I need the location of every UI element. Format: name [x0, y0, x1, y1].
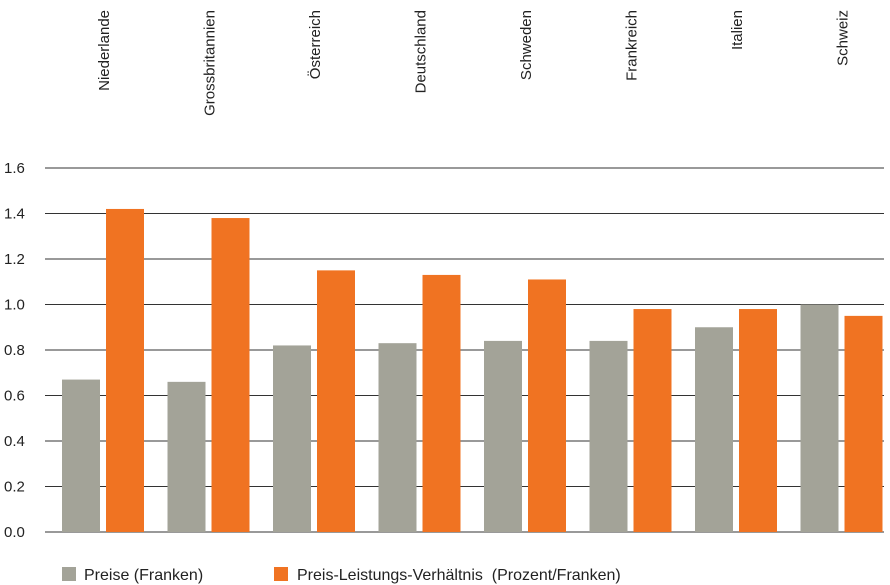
bar-preise-schweden: [484, 340, 522, 532]
category-label: Schweden: [518, 10, 535, 80]
y-tick-label: 1.2: [4, 251, 25, 268]
bar-preis-leistung-deutschland: [422, 274, 461, 532]
category-label: Frankreich: [624, 10, 641, 81]
bar-preise-deutschland: [378, 343, 417, 532]
category-label: Italien: [729, 10, 746, 50]
bar-preise-österreich: [273, 345, 311, 532]
y-tick-label: 1.0: [4, 297, 25, 314]
category-label: Schweiz: [835, 10, 852, 66]
bar-preis-leistung-grossbritannien: [211, 218, 250, 533]
bar-preis-leistung-österreich: [317, 270, 355, 532]
bar-preise-frankreich: [589, 340, 628, 532]
bars: [62, 208, 883, 533]
bar-preise-niederlande: [62, 379, 100, 532]
bar-preis-leistung-schweiz: [844, 315, 883, 532]
y-tick-label: 1.6: [4, 160, 25, 177]
legend-swatch-preis-leistung: [274, 567, 288, 581]
bar-preise-italien: [695, 327, 733, 532]
bar-preise-grossbritannien: [167, 381, 206, 532]
bar-preis-leistung-italien: [739, 309, 777, 532]
bar-preis-leistung-frankreich: [633, 309, 672, 532]
category-label: Österreich: [306, 10, 324, 79]
legend-label-preise: Preise (Franken): [84, 567, 203, 584]
y-tick-label: 0.8: [4, 342, 25, 359]
y-tick-label: 0.2: [4, 479, 25, 496]
category-label: Deutschland: [413, 10, 430, 93]
y-tick-label: 1.4: [4, 206, 25, 223]
y-tick-label: 0.4: [4, 433, 25, 450]
legend: Preise (Franken) Preis-Leistungs-Verhält…: [62, 567, 621, 584]
category-label: Grossbritannien: [202, 10, 219, 116]
category-label: Niederlande: [96, 10, 113, 91]
y-tick-label: 0.6: [4, 388, 25, 405]
category-labels: Niederlande Grossbritannien Österreich Deut…: [96, 10, 852, 116]
bar-preis-leistung-schweden: [528, 279, 566, 532]
legend-label-preis-leistung: Preis-Leistungs-Verhältnis (Prozent/Fran…: [297, 567, 621, 584]
y-tick-label: 0.0: [4, 524, 25, 541]
y-axis-tick-labels: 0.0 0.2 0.4 0.6 0.8 1.0 1.2 1.4 1.6: [4, 160, 25, 541]
bar-preise-schweiz: [800, 304, 839, 532]
bar-preis-leistung-niederlande: [106, 208, 144, 532]
legend-swatch-preise: [62, 567, 76, 581]
